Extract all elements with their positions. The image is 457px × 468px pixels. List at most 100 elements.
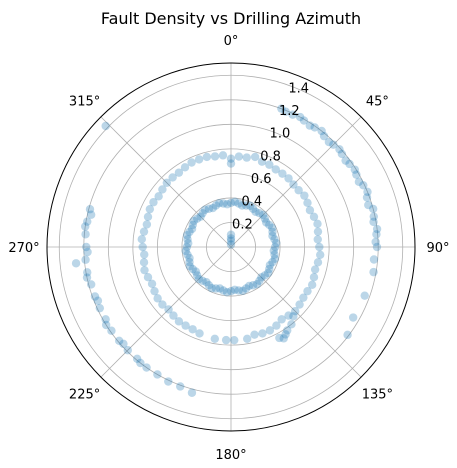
data-point	[86, 280, 96, 289]
data-point	[260, 214, 270, 223]
data-point	[192, 271, 202, 280]
angle-tick-label: 90°	[426, 241, 449, 256]
data-point	[196, 212, 205, 221]
data-point	[182, 231, 192, 240]
data-point	[198, 276, 207, 286]
data-point	[132, 354, 142, 364]
angle-tick-label: 270°	[8, 241, 39, 256]
data-point	[267, 223, 277, 233]
data-point	[181, 321, 190, 330]
grid-spoke	[230, 246, 362, 378]
data-point	[364, 200, 373, 210]
data-point	[295, 300, 304, 309]
data-point	[208, 203, 218, 213]
data-point	[198, 208, 207, 218]
data-point	[289, 180, 298, 189]
data-point	[313, 227, 323, 236]
data-point	[83, 247, 92, 257]
data-point	[265, 264, 274, 274]
data-point	[289, 312, 298, 321]
data-point	[272, 238, 281, 248]
data-point	[221, 335, 231, 345]
data-point	[187, 224, 197, 234]
data-point	[372, 224, 382, 234]
data-point	[158, 185, 167, 194]
data-point	[271, 165, 280, 174]
angle-tick-label: 315°	[69, 95, 100, 110]
data-point	[174, 317, 184, 326]
data-point	[101, 320, 111, 330]
data-point	[369, 217, 378, 227]
data-point	[222, 288, 232, 297]
data-point	[242, 334, 252, 344]
scatter-points	[71, 104, 382, 397]
data-point	[337, 149, 347, 159]
data-point	[265, 326, 275, 335]
data-point	[270, 254, 280, 263]
data-point	[237, 201, 247, 210]
data-point	[139, 258, 149, 267]
data-point	[218, 151, 228, 160]
data-point	[82, 242, 91, 252]
data-point	[143, 212, 153, 221]
data-point	[278, 169, 287, 178]
data-point	[303, 198, 312, 208]
data-point	[136, 358, 145, 368]
data-point	[324, 137, 334, 147]
data-point	[191, 267, 201, 276]
data-point	[153, 294, 162, 303]
data-point	[299, 116, 309, 125]
data-point	[223, 200, 232, 209]
data-point	[279, 334, 288, 343]
data-point	[86, 210, 96, 219]
data-point	[241, 284, 251, 293]
data-point	[250, 152, 260, 162]
data-point	[277, 104, 286, 113]
data-point	[360, 291, 369, 300]
data-point	[142, 220, 152, 229]
data-point	[174, 168, 184, 177]
data-point	[372, 242, 382, 252]
data-point	[182, 242, 192, 252]
data-point	[185, 261, 195, 271]
polar-grid	[47, 63, 415, 431]
data-point	[211, 201, 221, 210]
polar-frame	[46, 62, 416, 432]
radius-tick-labels: 0.2 0.4 0.6 0.8 1.0 1.2 1.4	[232, 81, 309, 232]
data-point	[149, 198, 158, 207]
data-point	[270, 235, 279, 244]
data-point	[95, 303, 105, 313]
data-point	[162, 178, 172, 188]
data-point	[101, 121, 110, 131]
data-point	[200, 205, 210, 215]
radius-tick-label: 1.0	[270, 127, 291, 142]
angle-tick-labels: 0° 45° 90° 135° 180° 225° 270° 315°	[8, 34, 449, 463]
data-point	[343, 330, 352, 340]
data-point	[244, 281, 254, 291]
data-point	[219, 199, 228, 208]
data-point	[226, 154, 236, 163]
radius-tick-label: 0.4	[241, 195, 262, 210]
data-point	[150, 286, 159, 296]
data-point	[187, 388, 197, 397]
data-point	[369, 212, 378, 221]
data-point	[352, 170, 361, 179]
data-point	[158, 300, 167, 309]
data-point	[319, 131, 329, 141]
data-point	[185, 227, 194, 237]
data-point	[257, 157, 267, 166]
data-point	[183, 235, 192, 244]
radius-tick-label: 1.2	[279, 104, 300, 119]
data-point	[251, 207, 260, 217]
data-point	[368, 204, 378, 214]
radius-tick-label: 0.2	[232, 217, 253, 232]
data-point	[85, 205, 95, 214]
data-point	[101, 315, 110, 324]
data-point	[295, 112, 305, 122]
data-point	[185, 257, 194, 267]
data-point	[202, 152, 212, 162]
data-point	[226, 198, 236, 208]
data-point	[147, 279, 157, 289]
data-point	[184, 239, 193, 248]
